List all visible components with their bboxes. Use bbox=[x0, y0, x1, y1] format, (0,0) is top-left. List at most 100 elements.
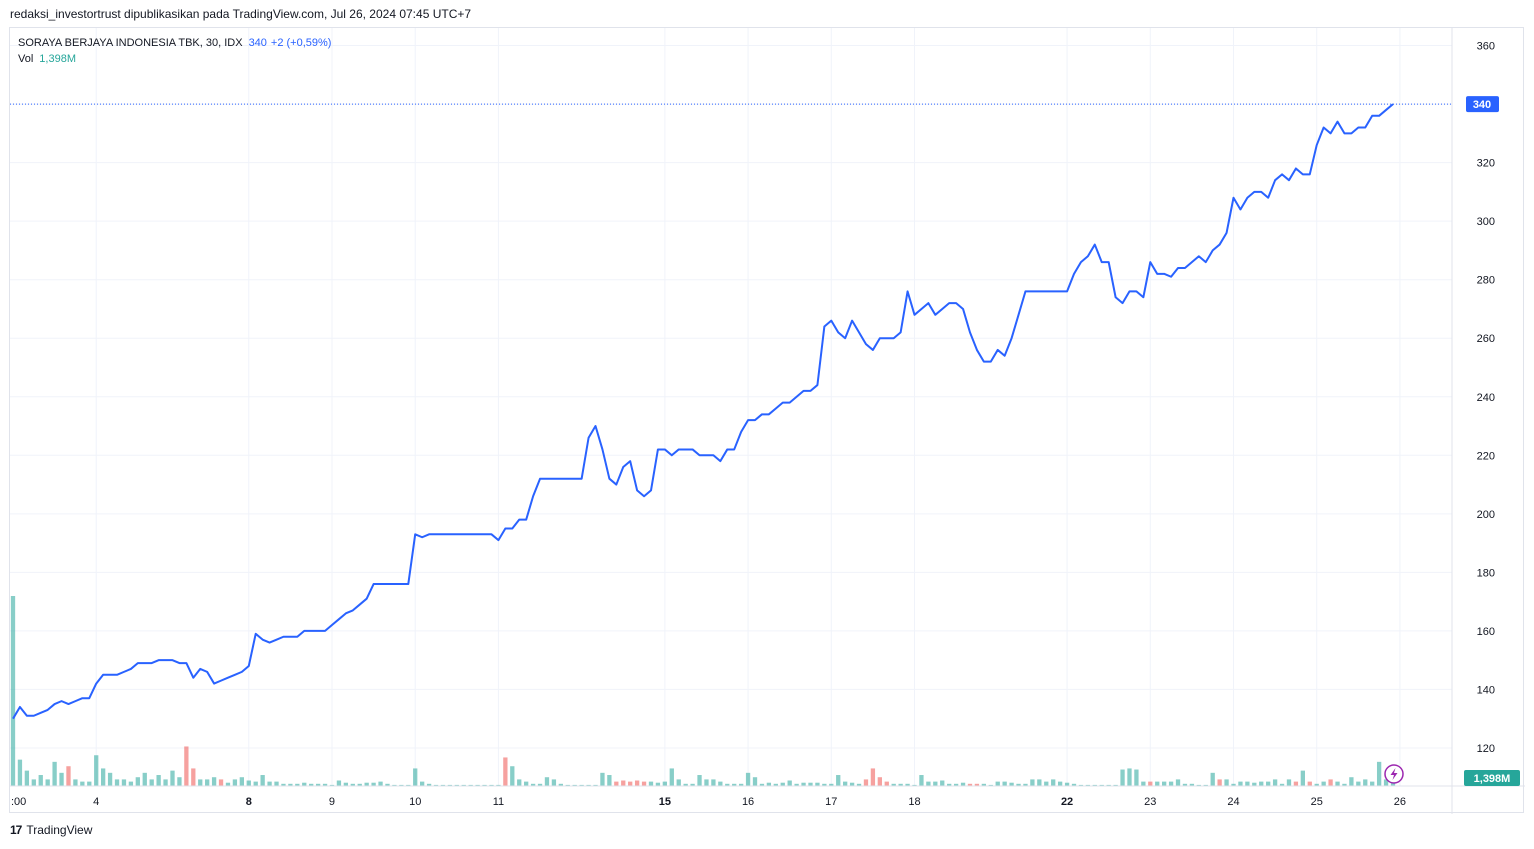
lightning-icon[interactable] bbox=[1384, 764, 1404, 784]
volume-bar bbox=[524, 781, 529, 786]
volume-bar bbox=[253, 781, 258, 786]
volume-bar bbox=[891, 783, 896, 786]
volume-bar bbox=[655, 782, 661, 786]
x-tick-label: :00 bbox=[11, 796, 26, 808]
y-tick-label: 140 bbox=[1477, 684, 1495, 696]
volume-bar bbox=[1037, 779, 1042, 786]
price-series bbox=[10, 103, 1452, 720]
y-tick-label: 300 bbox=[1477, 216, 1495, 228]
volume-bar bbox=[940, 780, 945, 786]
y-tick-label: 160 bbox=[1477, 626, 1495, 638]
x-tick-label: 11 bbox=[493, 796, 504, 808]
volume-bar bbox=[1203, 784, 1208, 786]
volume-bar bbox=[697, 775, 702, 786]
last-price-badge bbox=[1466, 96, 1499, 113]
axes: 120 140 160 180 200 220 240 260 280 300 320 340 360:… bbox=[10, 28, 1525, 814]
volume-bar bbox=[406, 784, 411, 786]
volume-bar bbox=[66, 766, 71, 786]
volume-bar bbox=[1314, 783, 1319, 786]
volume-bar bbox=[815, 782, 820, 786]
volume-bar bbox=[1016, 783, 1021, 786]
volume-bar bbox=[1127, 768, 1132, 786]
volume-bar bbox=[919, 775, 924, 786]
x-tick-label: 8 bbox=[246, 796, 252, 808]
x-tick-label: 10 bbox=[409, 796, 421, 808]
volume-bar bbox=[156, 775, 161, 786]
volume-bar bbox=[732, 783, 737, 786]
volume-bar bbox=[1044, 781, 1049, 786]
symbol-label[interactable]: SORAYA BERJAYA INDONESIA TBK, 30, IDX bbox=[18, 37, 243, 49]
volume-bar bbox=[295, 783, 300, 786]
volume-bar bbox=[1376, 761, 1382, 786]
volume-bar bbox=[309, 783, 314, 786]
x-tick-label: 4 bbox=[93, 796, 99, 808]
volume-bar bbox=[1335, 781, 1340, 786]
volume-bar bbox=[315, 783, 321, 786]
volume-bar bbox=[912, 784, 917, 786]
volume-bar bbox=[801, 782, 806, 786]
volume-bar bbox=[59, 772, 64, 786]
volume-bar bbox=[1023, 783, 1028, 786]
volume-bar bbox=[849, 782, 855, 786]
volume-bar bbox=[239, 777, 244, 786]
volume-bar bbox=[510, 766, 515, 786]
volume-bar bbox=[1231, 783, 1236, 786]
brand-name: TradingView bbox=[26, 823, 93, 837]
volume-bar bbox=[1293, 781, 1299, 786]
volume-bar bbox=[780, 782, 785, 786]
x-tick-label: 9 bbox=[329, 796, 335, 808]
volume-bar bbox=[822, 783, 827, 786]
volume-bar bbox=[759, 783, 765, 786]
lightning-icon-bolt bbox=[1390, 768, 1398, 780]
volume-bar bbox=[503, 757, 508, 786]
volume-bar bbox=[614, 781, 619, 786]
volume-bar bbox=[794, 783, 799, 786]
chart-area[interactable]: 120 140 160 180 200 220 240 260 280 300 320 340 360:… bbox=[9, 27, 1525, 814]
volume-bar bbox=[24, 770, 30, 786]
volume-bar bbox=[322, 783, 328, 786]
volume-bar bbox=[1266, 781, 1271, 786]
chart-legend[interactable]: SORAYA BERJAYA INDONESIA TBK, 30, IDX 340… bbox=[18, 35, 331, 67]
volume-bar bbox=[884, 781, 889, 786]
volume-bar bbox=[364, 782, 369, 786]
volume-bar bbox=[1162, 781, 1167, 786]
y-tick-label: 360 bbox=[1477, 41, 1495, 53]
volume-bar bbox=[766, 782, 772, 786]
volume-bar bbox=[836, 775, 841, 786]
volume-bar bbox=[530, 783, 536, 786]
volume-bar bbox=[1099, 784, 1104, 786]
volume-bar bbox=[621, 780, 626, 786]
volume-bar bbox=[1245, 781, 1250, 786]
volume-bar bbox=[905, 783, 910, 786]
price-chart[interactable]: 120 140 160 180 200 220 240 260 280 300 320 340 360:… bbox=[10, 28, 1525, 814]
volume-bar bbox=[232, 779, 238, 786]
y-tick-label: 280 bbox=[1477, 275, 1495, 287]
volume-bar bbox=[1106, 784, 1111, 786]
volume-bar bbox=[572, 784, 577, 786]
grid bbox=[10, 28, 1452, 786]
volume-bar bbox=[787, 780, 792, 786]
volume-bar bbox=[1092, 784, 1097, 786]
volume-bar bbox=[1321, 781, 1326, 786]
price-change: +2 (+0,59%) bbox=[270, 37, 332, 49]
volume-bar bbox=[218, 779, 224, 786]
volume-bar bbox=[17, 759, 23, 786]
volume-bar bbox=[198, 779, 203, 786]
volume-bar bbox=[988, 784, 993, 786]
volume-bar bbox=[752, 777, 758, 786]
volume-bar bbox=[1259, 781, 1264, 786]
volume-bar bbox=[447, 784, 453, 786]
volume-bar bbox=[607, 775, 612, 786]
volume-bar bbox=[926, 781, 931, 786]
volume-bar bbox=[267, 781, 272, 786]
volume-bar bbox=[634, 780, 640, 786]
volume-bar bbox=[135, 777, 140, 786]
volume-label[interactable]: Vol bbox=[18, 53, 34, 65]
volume-bar bbox=[676, 779, 681, 786]
y-tick-label: 200 bbox=[1477, 509, 1495, 521]
volume-bar bbox=[94, 755, 99, 786]
tradingview-logo[interactable]: 17 TradingView bbox=[10, 823, 92, 837]
y-tick-label: 220 bbox=[1477, 450, 1495, 462]
volume-bar bbox=[274, 781, 279, 786]
volume-bar bbox=[648, 781, 654, 786]
